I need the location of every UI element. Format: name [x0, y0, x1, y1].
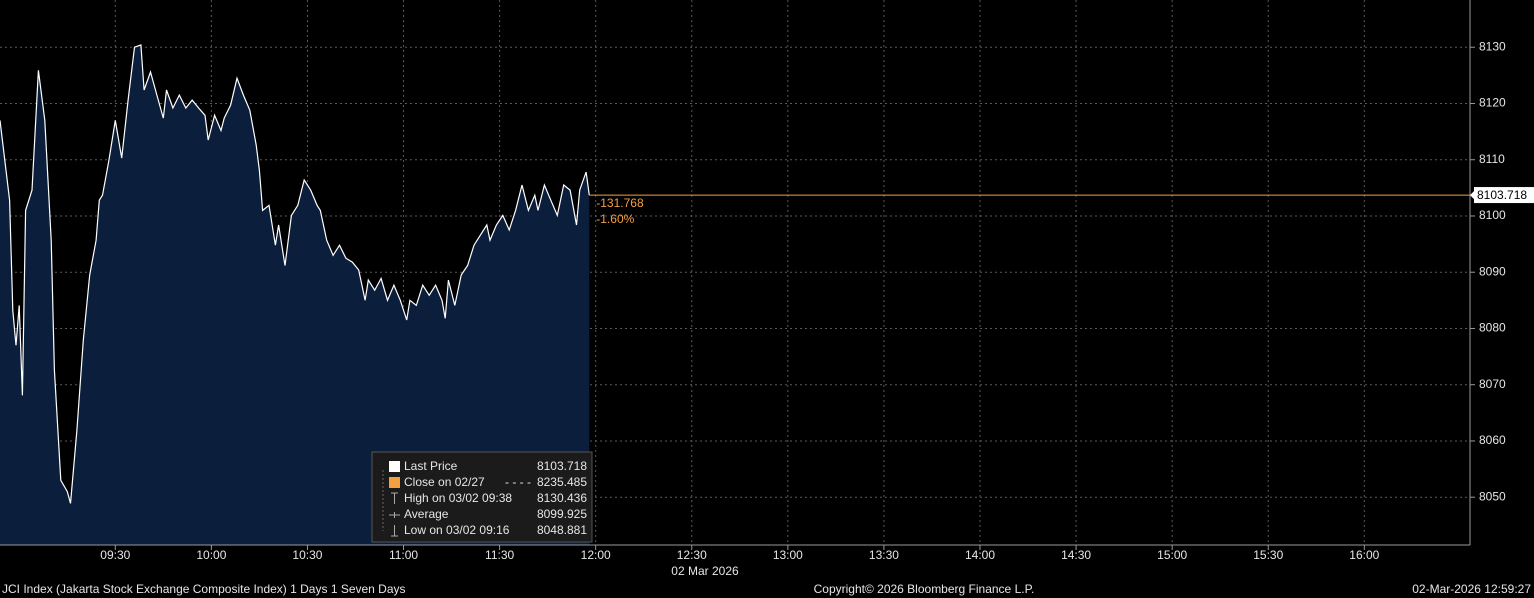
- x-tick-label: 09:30: [100, 548, 130, 562]
- last-price-tag: [1474, 187, 1534, 204]
- y-tick-label: 8090: [1479, 264, 1506, 278]
- footer-right: 02-Mar-2026 12:59:27: [1412, 582, 1531, 596]
- x-tick-label: 10:30: [292, 548, 322, 562]
- legend-dash: - - - -: [505, 475, 531, 489]
- x-tick-label: 16:00: [1349, 548, 1379, 562]
- x-tick-label: 13:00: [773, 548, 803, 562]
- y-tick-label: 8070: [1479, 377, 1506, 391]
- last-price-label: 8103.718: [1477, 188, 1527, 202]
- x-axis-label: 02 Mar 2026: [671, 564, 739, 578]
- y-tick-label: 8050: [1479, 489, 1506, 503]
- change-label: -131.768: [596, 196, 644, 210]
- legend-label: Last Price: [404, 459, 458, 473]
- y-tick-label: 8100: [1479, 208, 1506, 222]
- legend-value: 8235.485: [537, 475, 587, 489]
- y-tick-label: 8080: [1479, 321, 1506, 335]
- x-tick-label: 13:30: [869, 548, 899, 562]
- x-tick-label: 14:30: [1061, 548, 1091, 562]
- legend-icon: [389, 461, 400, 472]
- legend-value: 8130.436: [537, 491, 587, 505]
- line: [0, 44, 590, 504]
- y-tick-label: 8060: [1479, 433, 1506, 447]
- x-tick-label: 12:00: [581, 548, 611, 562]
- legend-icon: [389, 477, 400, 488]
- legend-value: 8099.925: [537, 507, 587, 521]
- legend-value: 8048.881: [537, 523, 587, 537]
- footer-left: JCI Index (Jakarta Stock Exchange Compos…: [2, 582, 406, 596]
- change-pct-label: -1.60%: [596, 212, 634, 226]
- footer-center: Copyright© 2026 Bloomberg Finance L.P.: [814, 582, 1035, 596]
- plot: [0, 44, 1470, 545]
- x-tick-label: 14:00: [965, 548, 995, 562]
- area: [0, 45, 590, 545]
- x-tick-label: 10:00: [196, 548, 226, 562]
- last-price-pointer: [1470, 190, 1475, 201]
- x-tick-label: 12:30: [677, 548, 707, 562]
- legend-box: [371, 451, 593, 543]
- legend-label: High on 03/02 09:38: [404, 491, 512, 505]
- x-tick-label: 11:30: [485, 548, 514, 562]
- x-tick-label: 15:00: [1157, 548, 1187, 562]
- legend: - - - - Last Price 8103.718 Close on 02/27…: [371, 451, 593, 543]
- x-tick-label: 11:00: [389, 548, 418, 562]
- legend-icon: [391, 492, 398, 504]
- legend-icon: [389, 512, 400, 518]
- y-tick-label: 8110: [1479, 152, 1505, 166]
- y-tick-label: 8120: [1479, 96, 1506, 110]
- legend-label: Close on 02/27: [404, 475, 485, 489]
- footer-bar: [0, 578, 1534, 598]
- legend-label: Average: [404, 507, 449, 521]
- y-tick-label: 8130: [1479, 39, 1506, 53]
- x-tick-label: 15:30: [1253, 548, 1283, 562]
- legend-value: 8103.718: [537, 459, 587, 473]
- legend-label: Low on 03/02 09:16: [404, 523, 510, 537]
- legend-icon: [391, 525, 398, 537]
